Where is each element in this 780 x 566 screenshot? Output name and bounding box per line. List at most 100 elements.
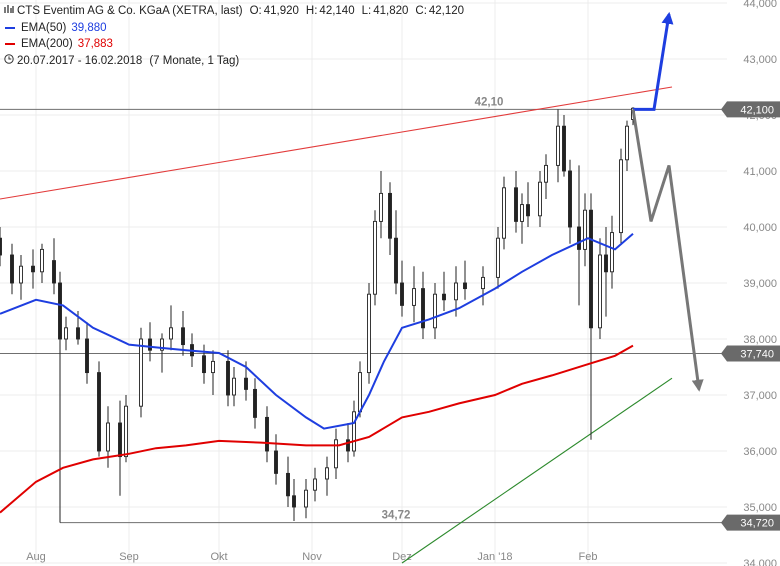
candle-body (346, 439, 350, 452)
candle (265, 406, 269, 463)
candle (19, 255, 23, 300)
candle (583, 193, 587, 267)
y-tick-label: 44,000 (743, 0, 777, 10)
candle-body (400, 282, 404, 306)
candle-body (160, 338, 164, 351)
high-value: 42,140 (319, 5, 355, 17)
candle-body (538, 181, 542, 217)
candle-body (454, 282, 458, 301)
candle (202, 344, 206, 384)
low-value: 41,820 (373, 5, 409, 17)
candle (286, 456, 290, 507)
ema200-value: 37,883 (77, 38, 113, 50)
candle-body (124, 405, 128, 458)
candle-body (244, 377, 248, 390)
legend-instrument-row: CTS Eventim AG & Co. KGaA (XETRA, last) … (4, 3, 464, 20)
candle-body (598, 254, 602, 329)
y-tick-label: 35,000 (743, 502, 777, 514)
x-tick-label: Okt (210, 551, 227, 563)
candle (481, 266, 485, 306)
candle-body (604, 254, 608, 273)
candle-body (313, 478, 317, 491)
y-tick-label: 38,000 (743, 334, 777, 346)
price-annotation: 42,10 (475, 96, 504, 108)
candle (496, 227, 500, 289)
candle-body (421, 288, 425, 329)
candle (412, 266, 416, 323)
candle-body (520, 204, 524, 222)
date-range: 20.07.2017 - 16.02.2018 (17, 54, 143, 67)
x-tick-label: Sep (119, 551, 139, 563)
candle-body (388, 192, 392, 239)
candle (463, 260, 467, 300)
candle-body (442, 293, 446, 301)
candle (274, 434, 278, 485)
candle (325, 456, 329, 496)
y-tick-label: 37,000 (743, 390, 777, 402)
candle (313, 467, 317, 502)
candle-body (31, 265, 35, 273)
candle (544, 154, 548, 199)
price-badge (721, 101, 780, 118)
candle (562, 115, 566, 177)
candle-body (64, 327, 68, 340)
y-tick-label: 43,000 (743, 54, 777, 66)
candle-body (544, 164, 548, 183)
y-tick-label: 40,000 (743, 222, 777, 234)
candle-body (373, 220, 377, 295)
candle-body (265, 416, 269, 452)
candle-body (232, 377, 236, 396)
candle (625, 120, 629, 171)
candle-body (0, 237, 2, 256)
low-label: L: (361, 5, 372, 17)
candle (160, 333, 164, 373)
candle-body (325, 467, 329, 480)
candle (124, 395, 128, 463)
candle-body (253, 388, 257, 418)
price-badge-label: 34,720 (740, 518, 774, 530)
candle (514, 171, 518, 233)
ema200-swatch (5, 43, 15, 46)
legend-range-row: 20.07.2017 - 16.02.2018 (7 Monate, 1 Tag… (4, 53, 464, 70)
candle-body (76, 327, 80, 340)
x-tick-label: Nov (302, 551, 322, 563)
y-tick-label: 41,000 (743, 166, 777, 178)
candle (0, 227, 2, 267)
candle-body (463, 282, 467, 290)
candle-body (211, 360, 215, 374)
candle-body (118, 422, 122, 458)
candle (64, 316, 68, 351)
candle (58, 271, 62, 523)
candle (106, 406, 110, 468)
price-badge-label: 42,100 (740, 104, 774, 116)
ema50-label: EMA(50) (21, 21, 67, 34)
candle (118, 400, 122, 496)
candle (454, 266, 458, 317)
x-tick-label: Feb (579, 551, 598, 563)
candle-body (379, 192, 383, 222)
candle-body (274, 450, 278, 474)
candle (538, 171, 542, 227)
close-label: C: (415, 5, 427, 17)
resistance-trendline (0, 86, 673, 200)
candle (232, 367, 236, 407)
candle-body (304, 489, 308, 508)
candle-body (556, 125, 560, 166)
candle (394, 210, 398, 295)
price-badge (721, 345, 780, 362)
candle-body (181, 327, 185, 346)
candle-body (358, 372, 362, 413)
candle-body (589, 209, 593, 329)
candle-body (619, 159, 623, 234)
candle-body (352, 411, 356, 452)
candle-body (52, 260, 56, 284)
candle-body (367, 293, 371, 374)
candle-body (568, 170, 572, 228)
bearish-scenario-arrow (631, 109, 704, 392)
chart-type-icon (4, 3, 17, 20)
candle-body (292, 495, 296, 508)
candle (526, 182, 530, 227)
candle-body (394, 237, 398, 284)
